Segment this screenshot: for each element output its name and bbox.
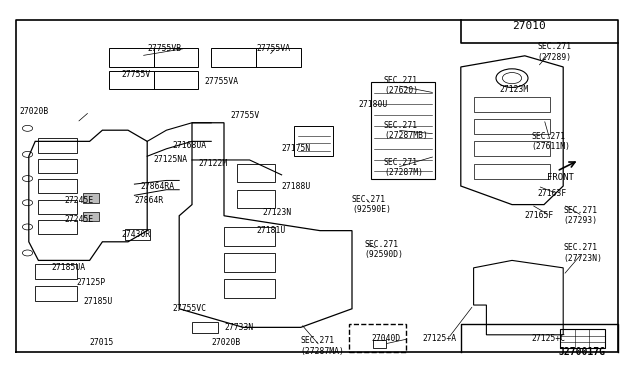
Bar xyxy=(237,190,275,208)
Text: J270017G: J270017G xyxy=(559,347,606,356)
Text: SEC.271
(27723N): SEC.271 (27723N) xyxy=(563,243,602,263)
Text: SEC.271
(27293): SEC.271 (27293) xyxy=(563,206,597,225)
Text: 27733N: 27733N xyxy=(224,323,253,332)
Text: 27755V: 27755V xyxy=(230,111,260,120)
Text: 27165F: 27165F xyxy=(525,211,554,220)
Bar xyxy=(109,71,154,89)
Bar xyxy=(237,164,275,182)
Text: 27864R: 27864R xyxy=(134,196,164,205)
Text: 27010: 27010 xyxy=(512,21,546,31)
Text: 27020B: 27020B xyxy=(211,338,241,347)
Bar xyxy=(35,264,77,279)
Text: 27125P: 27125P xyxy=(77,278,106,287)
Text: 27755V: 27755V xyxy=(122,70,151,79)
Text: 27864RA: 27864RA xyxy=(141,182,175,190)
Bar xyxy=(154,71,198,89)
Bar xyxy=(211,48,256,67)
Bar xyxy=(474,97,550,112)
Text: 27168UA: 27168UA xyxy=(173,141,207,150)
Text: 27755VA: 27755VA xyxy=(256,44,290,53)
Text: 27755VB: 27755VB xyxy=(147,44,181,53)
Bar xyxy=(192,322,218,333)
Text: SEC.271
(92590E): SEC.271 (92590E) xyxy=(352,195,391,214)
Bar xyxy=(35,286,77,301)
Text: SEC.271
(27287MA): SEC.271 (27287MA) xyxy=(301,336,345,356)
Text: 27175N: 27175N xyxy=(282,144,311,153)
Text: 27040D: 27040D xyxy=(371,334,401,343)
Text: 27755VC: 27755VC xyxy=(173,304,207,313)
Text: 27163F: 27163F xyxy=(538,189,567,198)
Text: 27125NA: 27125NA xyxy=(154,155,188,164)
Bar xyxy=(373,340,386,348)
Text: FRONT: FRONT xyxy=(547,173,573,182)
Text: 27125+C: 27125+C xyxy=(531,334,565,343)
Text: 27180U: 27180U xyxy=(358,100,388,109)
Text: 27123M: 27123M xyxy=(499,85,529,94)
Bar xyxy=(474,141,550,156)
Bar xyxy=(256,48,301,67)
Bar xyxy=(38,138,77,153)
Bar xyxy=(38,159,77,173)
Text: 27245E: 27245E xyxy=(64,196,93,205)
Bar xyxy=(224,253,275,272)
Text: 27188U: 27188U xyxy=(282,182,311,190)
Bar xyxy=(83,193,99,203)
Text: 27185U: 27185U xyxy=(83,297,113,306)
Text: 27430R: 27430R xyxy=(122,230,151,239)
Text: 27123N: 27123N xyxy=(262,208,292,217)
Text: SEC.271
(27287M): SEC.271 (27287M) xyxy=(384,158,423,177)
Bar xyxy=(154,48,198,67)
Bar xyxy=(474,119,550,134)
Text: 27245E: 27245E xyxy=(64,215,93,224)
Text: 27181U: 27181U xyxy=(256,226,285,235)
Bar xyxy=(38,220,77,234)
Bar xyxy=(224,279,275,298)
Text: 27015: 27015 xyxy=(90,338,114,347)
Text: SEC.271
(27287MB): SEC.271 (27287MB) xyxy=(384,121,428,140)
Text: SEC.271
(27620): SEC.271 (27620) xyxy=(384,76,418,95)
Text: 27185UA: 27185UA xyxy=(51,263,85,272)
Bar xyxy=(560,329,605,348)
Text: 27122M: 27122M xyxy=(198,159,228,168)
Text: SEC.271
(92590D): SEC.271 (92590D) xyxy=(365,240,404,259)
Text: SEC.271
(27289): SEC.271 (27289) xyxy=(538,42,572,62)
Bar xyxy=(83,212,99,221)
Text: 27020B: 27020B xyxy=(19,107,49,116)
Text: 27125+A: 27125+A xyxy=(422,334,456,343)
Bar xyxy=(224,227,275,246)
Bar xyxy=(38,179,77,193)
Bar xyxy=(125,229,150,240)
Bar xyxy=(349,324,406,352)
Bar xyxy=(38,200,77,214)
Bar xyxy=(109,48,154,67)
Text: SEC.271
(27611M): SEC.271 (27611M) xyxy=(531,132,570,151)
Text: 27755VA: 27755VA xyxy=(205,77,239,86)
Bar xyxy=(474,164,550,179)
